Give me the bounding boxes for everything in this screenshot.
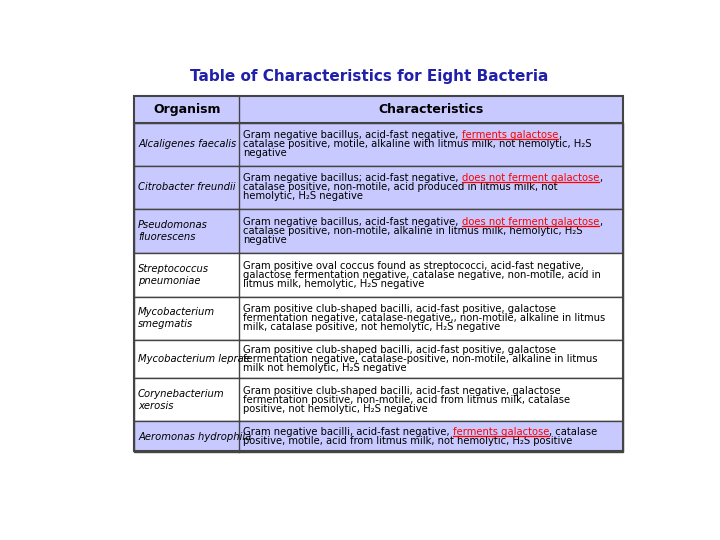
- Text: catalase positive, non-motile, acid produced in litmus milk, not: catalase positive, non-motile, acid prod…: [243, 182, 558, 192]
- Text: Citrobacter freundii: Citrobacter freundii: [138, 182, 235, 192]
- Text: Mycobacterium
smegmatis: Mycobacterium smegmatis: [138, 307, 215, 329]
- Text: Gram negative bacillus; acid-fast negative,: Gram negative bacillus; acid-fast negati…: [243, 173, 462, 184]
- Text: litmus milk, hemolytic, H₂S negative: litmus milk, hemolytic, H₂S negative: [243, 279, 425, 289]
- Text: Aeromonas hydrophila: Aeromonas hydrophila: [138, 431, 251, 442]
- Text: Characteristics: Characteristics: [379, 103, 484, 116]
- Text: Gram negative bacillus, acid-fast negative,: Gram negative bacillus, acid-fast negati…: [243, 130, 462, 140]
- Text: Gram negative bacilli, acid-fast negative,: Gram negative bacilli, acid-fast negativ…: [243, 427, 453, 437]
- Text: positive, motile, acid from litmus milk, not hemolytic, H₂S positive: positive, motile, acid from litmus milk,…: [243, 436, 572, 446]
- Text: Gram positive club-shaped bacilli, acid-fast positive, galactose: Gram positive club-shaped bacilli, acid-…: [243, 304, 556, 314]
- Bar: [134, 253, 624, 296]
- Text: Gram negative bacillus, acid-fast negative,: Gram negative bacillus, acid-fast negati…: [243, 217, 462, 227]
- Bar: [134, 209, 624, 253]
- Bar: [134, 340, 624, 378]
- Text: fermentation negative, catalase-negative,, non-motile, alkaline in litmus: fermentation negative, catalase-negative…: [243, 313, 606, 323]
- Text: milk not hemolytic, H₂S negative: milk not hemolytic, H₂S negative: [243, 363, 407, 373]
- Text: milk, catalase positive, not hemolytic, H₂S negative: milk, catalase positive, not hemolytic, …: [243, 322, 500, 332]
- Text: Alcaligenes faecalis: Alcaligenes faecalis: [138, 139, 236, 149]
- Bar: [134, 378, 624, 421]
- Text: Mycobacterium leprae: Mycobacterium leprae: [138, 354, 250, 364]
- Text: Table of Characteristics for Eight Bacteria: Table of Characteristics for Eight Bacte…: [190, 69, 548, 84]
- Text: ferments galactose: ferments galactose: [453, 427, 549, 437]
- Text: Gram positive club-shaped bacilli, acid-fast negative, galactose: Gram positive club-shaped bacilli, acid-…: [243, 386, 561, 396]
- Text: negative: negative: [243, 148, 287, 158]
- Text: catalase positive, motile, alkaline with litmus milk, not hemolytic, H₂S: catalase positive, motile, alkaline with…: [243, 139, 592, 149]
- Text: fermentation positive, non-motile, acid from litmus milk, catalase: fermentation positive, non-motile, acid …: [243, 395, 570, 405]
- Bar: [134, 421, 624, 452]
- Text: ,: ,: [558, 130, 561, 140]
- Text: hemolytic, H₂S negative: hemolytic, H₂S negative: [243, 191, 363, 201]
- Bar: [134, 123, 624, 166]
- Text: positive, not hemolytic, H₂S negative: positive, not hemolytic, H₂S negative: [243, 403, 428, 414]
- Bar: [134, 296, 624, 340]
- Text: ,: ,: [599, 173, 603, 184]
- Text: ferments galactose: ferments galactose: [462, 130, 558, 140]
- Text: Pseudomonas
fluorescens: Pseudomonas fluorescens: [138, 220, 208, 242]
- Text: Gram positive oval coccus found as streptococci, acid-fast negative,: Gram positive oval coccus found as strep…: [243, 261, 584, 271]
- Text: ,: ,: [599, 217, 602, 227]
- Bar: [134, 96, 624, 451]
- Text: fermentation negative, catalase-positive, non-motile, alkaline in litmus: fermentation negative, catalase-positive…: [243, 354, 598, 364]
- Text: Organism: Organism: [153, 103, 220, 116]
- Text: catalase positive, non-motile, alkaline in litmus milk, hemolytic, H₂S: catalase positive, non-motile, alkaline …: [243, 226, 582, 236]
- Text: Corynebacterium
xerosis: Corynebacterium xerosis: [138, 389, 225, 410]
- Bar: [134, 96, 624, 123]
- Text: Streptococcus
pneumoniae: Streptococcus pneumoniae: [138, 264, 210, 286]
- Bar: [134, 166, 624, 209]
- Text: Gram positive club-shaped bacilli, acid-fast positive, galactose: Gram positive club-shaped bacilli, acid-…: [243, 345, 556, 355]
- Text: negative: negative: [243, 235, 287, 245]
- Text: galactose fermentation negative, catalase negative, non-motile, acid in: galactose fermentation negative, catalas…: [243, 270, 601, 280]
- Text: does not ferment galactose: does not ferment galactose: [462, 217, 599, 227]
- Text: does not ferment galactose: does not ferment galactose: [462, 173, 599, 184]
- Text: , catalase: , catalase: [549, 427, 598, 437]
